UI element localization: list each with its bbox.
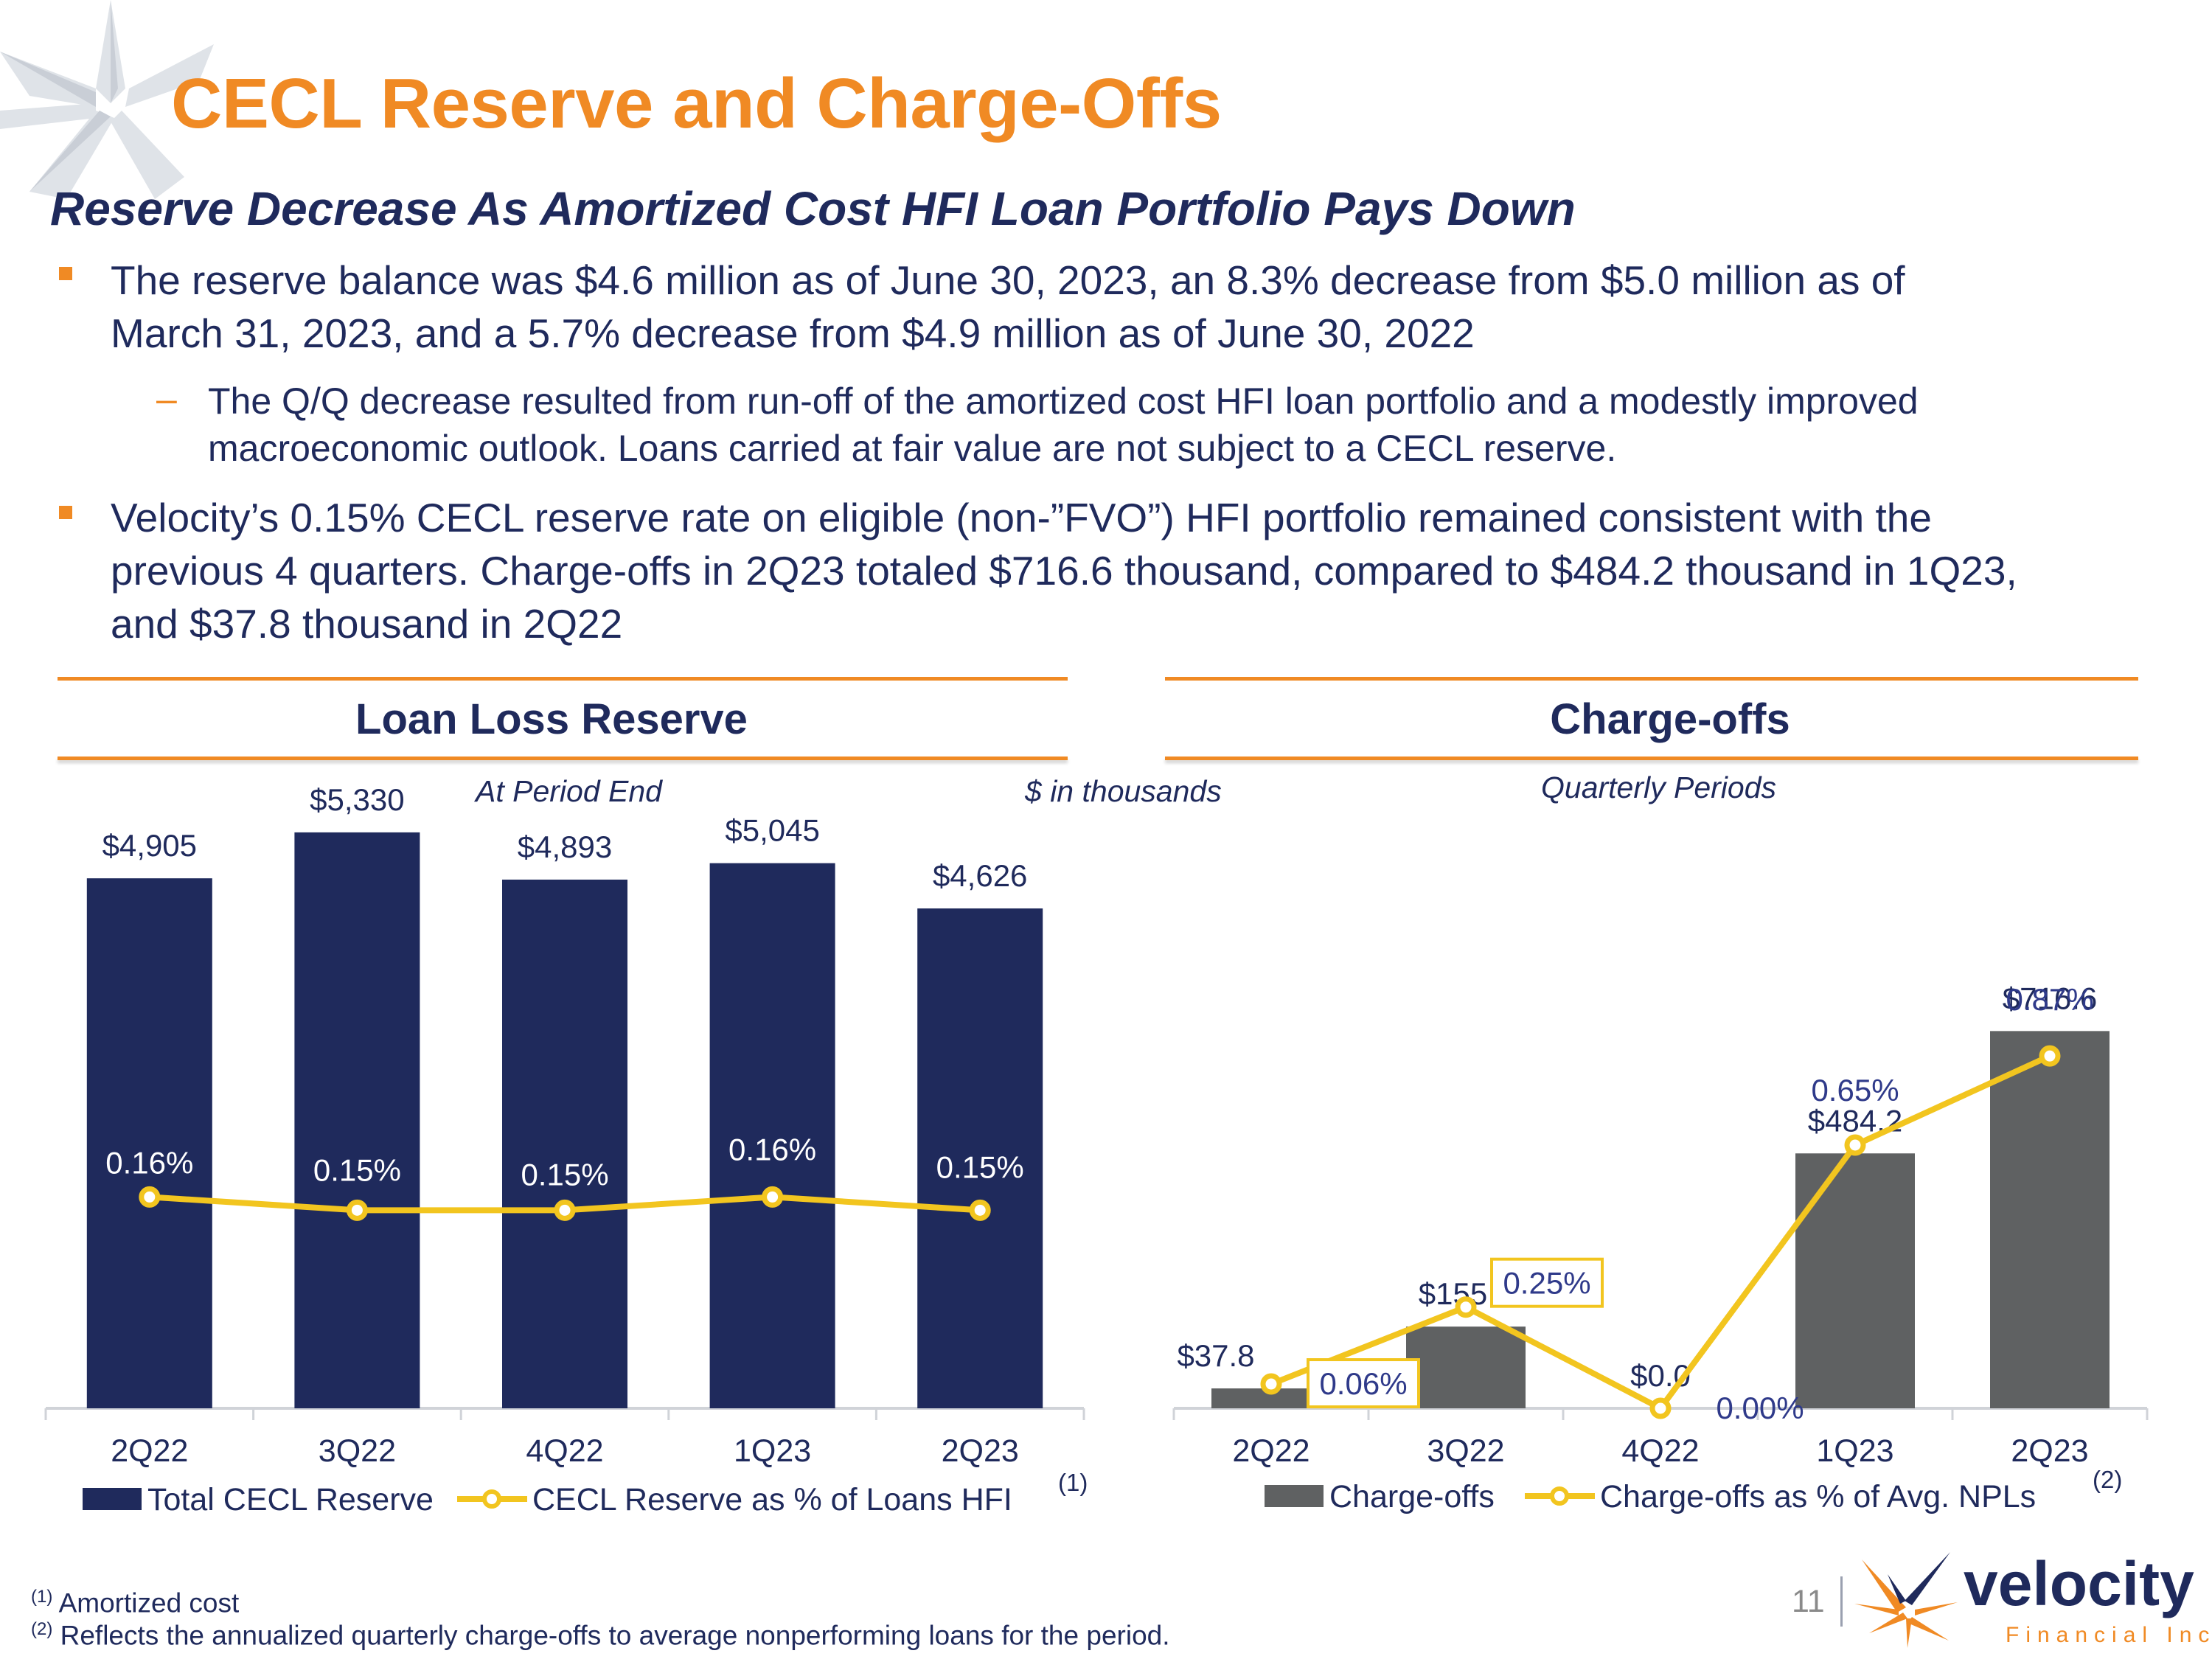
- bullet-1-line-2: March 31, 2023, and a 5.7% decrease from…: [111, 310, 1475, 356]
- bar-2Q23: [917, 908, 1043, 1408]
- bar-3Q22: [1406, 1326, 1526, 1408]
- bar-1Q23: [709, 863, 835, 1408]
- page-number-divider: [1840, 1576, 1843, 1627]
- bar-label-2Q23: $716.6: [2003, 981, 2097, 1015]
- tick-label-2Q22: 2Q22: [1232, 1433, 1310, 1469]
- tick-label-2Q23: 2Q23: [942, 1433, 1019, 1469]
- page-subtitle: Reserve Decrease As Amortized Cost HFI L…: [50, 182, 1576, 235]
- bar-3Q22: [294, 832, 420, 1408]
- panel-divider-top-left: [58, 677, 1068, 681]
- tick-label-4Q22: 4Q22: [526, 1433, 603, 1469]
- line-point-2Q22: [139, 1186, 161, 1208]
- page-title: CECL Reserve and Charge-Offs: [171, 64, 1222, 143]
- footnote-1-text: Amortized cost: [58, 1587, 240, 1618]
- line-label-2Q22: 0.06%: [1319, 1366, 1407, 1401]
- bar-2Q23: [1990, 1031, 2110, 1408]
- bar-label-3Q22: $5,330: [310, 782, 404, 817]
- legend-footnote-mark: (1): [1058, 1469, 1088, 1496]
- line-label-2Q23: 0.15%: [936, 1150, 1024, 1184]
- legend-swatch-line-marker: [1550, 1486, 1569, 1506]
- line-point-1Q23: [762, 1186, 784, 1208]
- bullet-marker: [59, 506, 72, 519]
- bar-2Q22: [86, 878, 212, 1408]
- velocity-logo-icon: [1854, 1552, 1958, 1648]
- bullet-2-line-1: Velocity’s 0.15% CECL reserve rate on el…: [111, 495, 1932, 540]
- bullet-2-line-3: and $37.8 thousand in 2Q22: [111, 601, 623, 647]
- chart-title-loan-loss-reserve: Loan Loss Reserve: [355, 695, 748, 743]
- bullet-1: The reserve balance was $4.6 million as …: [111, 254, 2190, 360]
- bullet-2-line-2: previous 4 quarters. Charge-offs in 2Q23…: [111, 548, 2017, 594]
- tick-label-3Q22: 3Q22: [1427, 1433, 1504, 1469]
- line-label-1Q23: 0.16%: [728, 1132, 816, 1166]
- footnote-2: (2) Reflects the annualized quarterly ch…: [31, 1619, 1170, 1651]
- line-point-1Q23: [1844, 1134, 1866, 1156]
- line-label-2Q22: 0.16%: [105, 1145, 193, 1180]
- tick-label-4Q22: 4Q22: [1621, 1433, 1699, 1469]
- legend-footnote-mark: (2): [2093, 1466, 2122, 1493]
- line-label-box-3Q22: [1490, 1257, 1604, 1308]
- panel-divider-top-right: [1165, 677, 2138, 681]
- line-label-box-2Q22: [1307, 1358, 1420, 1409]
- loan-loss-reserve-chart: $4,905 $5,330 $4,893 $5,045 $4,626 2Q22 3Q22 4Q…: [44, 782, 1088, 1517]
- line-label-3Q22: 0.25%: [1503, 1266, 1590, 1301]
- line-label-4Q22: 0.00%: [1716, 1391, 1804, 1425]
- velocity-logo: velocity Financial Inc.: [1854, 1549, 2212, 1648]
- sub-bullet-1-line-2: macroeconomic outlook. Loans carried at …: [208, 428, 1617, 469]
- footnote-1: (1) Amortized cost: [31, 1587, 239, 1618]
- chart-subtitle-at-period-end: At Period End: [476, 774, 662, 808]
- line-point-3Q22: [1455, 1296, 1477, 1318]
- line-point-4Q22: [554, 1199, 576, 1221]
- bar-label-1Q23: $5,045: [725, 813, 819, 848]
- bullet-marker: [59, 267, 72, 280]
- decorative-star-icon: [0, 0, 214, 199]
- legend-label-bar: Charge-offs: [1329, 1479, 1495, 1514]
- line-label-2Q23: 0.87%: [2006, 982, 2093, 1017]
- tick-label-3Q22: 3Q22: [319, 1433, 396, 1469]
- sub-bullet-dash: –: [156, 378, 177, 420]
- line-point-2Q22: [1260, 1373, 1282, 1395]
- legend-swatch-bar: [1265, 1485, 1324, 1507]
- panel-divider-bottom-left: [58, 757, 1068, 760]
- logo-tagline: Financial Inc.: [2006, 1623, 2212, 1647]
- line-point-4Q22: [1649, 1397, 1672, 1419]
- chart-title-charge-offs: Charge-offs: [1550, 695, 1790, 743]
- bar-4Q22: [502, 879, 627, 1408]
- chart-subtitle-quarterly-periods: Quarterly Periods: [1541, 771, 1777, 804]
- bullet-1-line-1: The reserve balance was $4.6 million as …: [111, 257, 1905, 303]
- tick-label-1Q23: 1Q23: [1816, 1433, 1893, 1469]
- bar-label-4Q22: $4,893: [518, 830, 612, 864]
- tick-label-2Q23: 2Q23: [2011, 1433, 2088, 1469]
- line-label-1Q23: 0.65%: [1811, 1073, 1899, 1107]
- legend-swatch-line-marker: [482, 1489, 501, 1509]
- footnote-2-mark: (2): [31, 1619, 53, 1639]
- legend-label-bar: Total CECL Reserve: [147, 1482, 434, 1517]
- bar-label-2Q22: $4,905: [102, 828, 197, 863]
- sub-bullet-1: The Q/Q decrease resulted from run-off o…: [208, 378, 2199, 472]
- logo-wordmark: velocity: [1964, 1549, 2194, 1618]
- bar-label-2Q23: $4,626: [933, 858, 1027, 893]
- page-number: 11: [1792, 1584, 1825, 1619]
- line-label-3Q22: 0.15%: [313, 1152, 401, 1187]
- legend-label-line: CECL Reserve as % of Loans HFI: [532, 1482, 1012, 1517]
- line-label-4Q22: 0.15%: [521, 1157, 608, 1192]
- tick-label-2Q22: 2Q22: [111, 1433, 188, 1469]
- legend-swatch-bar: [83, 1488, 142, 1510]
- units-note: $ in thousands: [1025, 774, 1222, 808]
- bar-1Q23: [1795, 1153, 1915, 1408]
- legend-label-line: Charge-offs as % of Avg. NPLs: [1600, 1479, 2036, 1514]
- sub-bullet-1-line-1: The Q/Q decrease resulted from run-off o…: [208, 380, 1919, 422]
- bar-label-4Q22: $0.0: [1630, 1358, 1691, 1393]
- panel-divider-bottom-right: [1165, 757, 2138, 760]
- footnote-1-mark: (1): [31, 1587, 53, 1607]
- bar-label-2Q22: $37.8: [1177, 1338, 1254, 1373]
- tick-label-1Q23: 1Q23: [734, 1433, 811, 1469]
- line-point-2Q23: [969, 1199, 991, 1221]
- line-point-3Q22: [346, 1199, 368, 1221]
- line-series: [1270, 1053, 2051, 1411]
- line-point-2Q23: [2039, 1045, 2061, 1067]
- bullet-2: Velocity’s 0.15% CECL reserve rate on el…: [111, 491, 2205, 650]
- footnote-2-text: Reflects the annualized quarterly charge…: [60, 1620, 1170, 1651]
